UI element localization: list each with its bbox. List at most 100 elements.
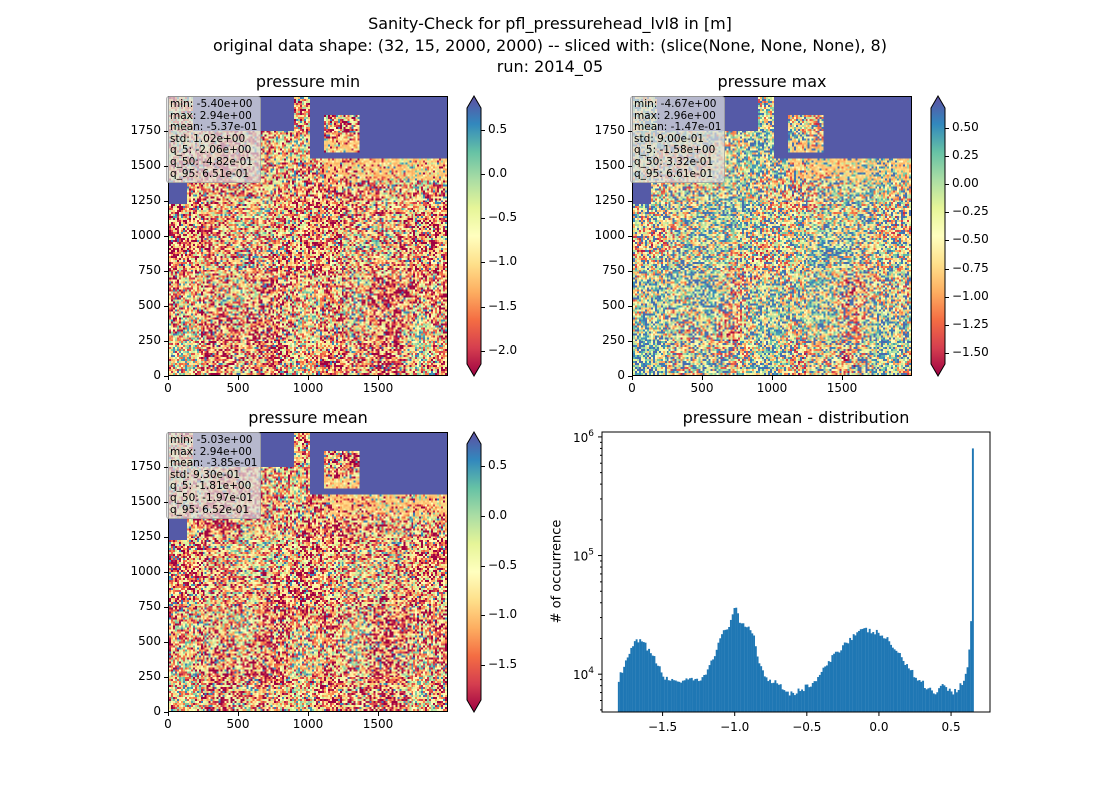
colorbar-tick-mark (481, 615, 485, 617)
histogram-bar (673, 680, 675, 712)
colorbar-tick-mark (945, 128, 949, 130)
stat-q50: q_50: -1.97e-01 (170, 491, 253, 504)
histogram-bar (655, 663, 658, 712)
y-tick-mark (164, 376, 168, 377)
histogram-bar (902, 660, 905, 712)
histogram-bar (639, 639, 642, 712)
histogram-bar (774, 680, 777, 712)
colorbar-tick-mark (945, 324, 949, 326)
colorbar-tick-label: 0.25 (952, 148, 979, 163)
x-tick-mark (238, 376, 239, 380)
histogram-bar (687, 679, 690, 712)
histogram-bar (760, 666, 763, 712)
x-tick-mark (238, 712, 239, 716)
stat-q95: q_95: 6.51e-01 (170, 167, 250, 180)
histogram-bar (950, 691, 953, 712)
stat-mean: mean: -3.85e-01 (170, 457, 258, 470)
histogram-bar (833, 653, 836, 712)
histogram-bar (806, 684, 809, 712)
colorbar-tick-mark (481, 665, 485, 667)
histogram-bar (769, 679, 772, 712)
histogram-bar (813, 681, 816, 712)
histogram-bar (963, 680, 965, 712)
histogram-bar (895, 650, 898, 712)
histogram-bar (662, 676, 665, 712)
histogram-axes-frame (601, 431, 991, 713)
y-tick-mark (164, 572, 168, 573)
colorbar-tick-label: −1.0 (488, 607, 518, 622)
histogram-bar (726, 629, 729, 712)
histogram-bar (648, 648, 651, 712)
histogram-bar (970, 621, 973, 712)
y-tick-mark (628, 341, 632, 342)
x-tick-mark (772, 376, 773, 380)
y-tick-mark (164, 341, 168, 342)
y-tick-mark (628, 236, 632, 237)
histogram-bar (779, 684, 782, 712)
x-tick-label: 1500 (826, 381, 858, 395)
x-tick-mark (842, 376, 843, 380)
stat-q5: q_5: -1.81e+00 (170, 480, 252, 493)
histogram-bar (623, 666, 626, 712)
histogram-bar (815, 681, 818, 712)
histogram-bar (882, 638, 885, 712)
x-tick-mark (308, 376, 309, 380)
histogram-bar (804, 684, 807, 712)
histogram-bar (770, 683, 773, 712)
histogram-bar (783, 690, 786, 712)
histogram-bar (852, 634, 855, 712)
histogram-bar (640, 641, 643, 712)
histogram-bar (818, 674, 821, 712)
histogram-bar (927, 688, 930, 712)
histogram-bar (642, 642, 645, 712)
histogram-bar (858, 630, 860, 712)
stats-box-pressure-min: min: -5.40e+00 max: 2.94e+00 mean: -5.37… (166, 96, 262, 184)
histogram-bar (879, 635, 882, 712)
colorbar-tick-mark (945, 212, 949, 214)
histogram-bar (737, 613, 740, 712)
histogram-bar (715, 649, 718, 712)
y-tick-mark (628, 201, 632, 202)
histogram-bar (829, 661, 832, 712)
histogram-bar (874, 634, 876, 712)
histogram-bar (644, 642, 647, 712)
y-tick-mark (628, 306, 632, 307)
histogram-bar (914, 677, 917, 712)
histogram-bar (669, 680, 672, 712)
histogram-bar (692, 680, 695, 712)
y-tick-mark (164, 607, 168, 608)
histogram-bar (781, 689, 784, 712)
histogram-bar (911, 669, 914, 712)
histogram-bar (801, 689, 804, 712)
y-tick-mark (164, 306, 168, 307)
x-tick-mark (378, 376, 379, 380)
colorbar-tick-mark (481, 465, 485, 467)
histogram-bar (859, 629, 862, 712)
x-tick-label: 1000 (756, 381, 788, 395)
histogram-bar (664, 679, 667, 712)
colorbar-tick-mark (945, 156, 949, 158)
colorbar-tick-mark (481, 515, 485, 517)
histogram-bar (913, 677, 916, 712)
figure-title-line-1: Sanity-Check for pfl_pressurehead_lvl8 i… (368, 14, 732, 33)
histogram-bar (777, 684, 780, 712)
histogram-bar (705, 674, 707, 712)
figure-title-line-3: run: 2014_05 (496, 57, 604, 76)
histogram-bar (719, 638, 722, 712)
histogram-bar (676, 681, 679, 712)
y-tick-label: 105 (573, 548, 594, 564)
histogram-bar (619, 672, 622, 712)
histogram-bar (827, 661, 830, 712)
histogram-bar (952, 694, 955, 712)
histogram-bar (968, 649, 971, 712)
y-tick-label: 1500 (130, 494, 161, 508)
panel-title-pressure-mean: pressure mean (248, 408, 368, 427)
colorbar-tick-mark (945, 268, 949, 270)
histogram-bar (904, 664, 907, 712)
y-tick-label: 1750 (130, 123, 161, 137)
histogram-bar (842, 645, 844, 712)
histogram-bar (802, 691, 805, 712)
histogram-bar (939, 685, 942, 712)
y-tick-label: 106 (573, 429, 594, 445)
